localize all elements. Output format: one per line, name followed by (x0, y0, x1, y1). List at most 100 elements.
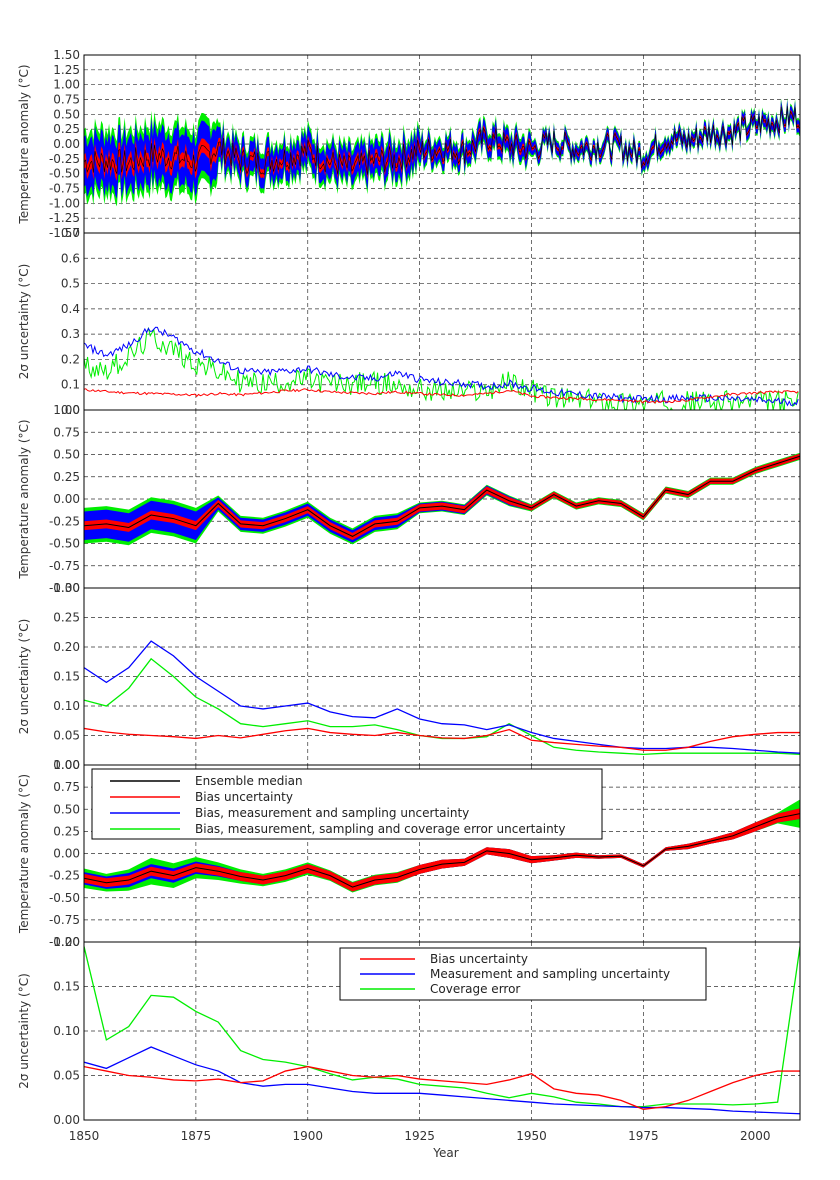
series-line-1 (84, 1046, 800, 1115)
y-tick-label: 0.50 (53, 802, 80, 816)
y-tick-label: 0.50 (53, 107, 80, 121)
x-tick-label: 1975 (628, 1129, 659, 1143)
y-tick-label: 0.15 (53, 670, 80, 684)
legend-label: Bias, measurement, sampling and coverage… (195, 822, 565, 836)
panel-annual-anomaly: 1.00 0.75 0.50 0.25 0.00 -0.25 -0.50 -0.75 -1.00… (17, 403, 801, 595)
y-tick-label: -0.25 (49, 514, 80, 528)
y-tick-label: 0.75 (53, 425, 80, 439)
y-axis-label: 2σ uncertainty (°C) (17, 973, 31, 1089)
y-tick-label: 1.25 (53, 63, 80, 77)
y-tick-label: 0.10 (53, 1024, 80, 1038)
measurement-line (84, 326, 799, 407)
y-tick-label: 0.25 (53, 824, 80, 838)
series-line-0 (84, 1065, 800, 1110)
bias-band (84, 453, 800, 540)
y-tick-label: 0.00 (53, 758, 80, 772)
y-tick-label: -0.50 (49, 891, 80, 905)
y-tick-label: 0.75 (53, 780, 80, 794)
y-tick-label: 0.20 (53, 935, 80, 949)
y-tick-label: -1.50 (49, 226, 80, 240)
y-axis-label: Temperature anomaly (°C) (17, 774, 31, 934)
y-tick-label: -0.75 (49, 913, 80, 927)
coverage-line (84, 326, 799, 410)
x-tick-label: 1925 (404, 1129, 435, 1143)
y-tick-label: 0.0 (61, 403, 80, 417)
panel-smoothed-anomaly: 1.00 0.75 0.50 0.25 0.00 -0.25 -0.50 -0.75 -1.00… (17, 758, 801, 949)
legend-label: Coverage error (430, 982, 520, 996)
panel-annual-uncertainty: 0.30 0.25 0.20 0.15 0.10 0.05 0.00 2σ uncertain… (17, 581, 801, 772)
y-tick-label: -0.50 (49, 537, 80, 551)
y-tick-label: 0.10 (53, 699, 80, 713)
y-tick-label: 0.50 (53, 448, 80, 462)
y-tick-label: 0.00 (53, 1113, 80, 1127)
y-tick-label: 1.00 (53, 78, 80, 92)
bias-line (84, 388, 799, 404)
panel-frame (83, 941, 801, 1121)
y-tick-label: 0.30 (53, 581, 80, 595)
coverage-band (84, 799, 800, 893)
legend-anomaly: Ensemble median Bias uncertainty Bias, mea… (91, 768, 603, 840)
y-tick-label: -0.25 (49, 869, 80, 883)
legend-label: Bias uncertainty (195, 790, 293, 804)
y-axis-label: 2σ uncertainty (°C) (17, 264, 31, 380)
series-line-2 (84, 946, 800, 1108)
panel-monthly-uncertainty: 0.7 0.6 0.5 0.4 0.3 0.2 0.1 0.0 2σ uncertainty (… (17, 226, 801, 417)
y-axis-label: Temperature anomaly (°C) (17, 64, 31, 224)
plot-area (84, 946, 800, 1115)
y-tick-label: 0.75 (53, 93, 80, 107)
y-tick-label: 0.05 (53, 729, 80, 743)
plot-area (84, 640, 800, 756)
y-tick-label: 0.15 (53, 980, 80, 994)
plot-area (84, 799, 800, 893)
y-tick-label: 0.25 (53, 611, 80, 625)
y-tick-label: 0.05 (53, 1069, 80, 1083)
y-tick-label: 0.00 (53, 492, 80, 506)
panel-monthly-anomaly: 1.501.251.000.750.500.250.00-0.25-0.50-0… (17, 48, 801, 240)
y-tick-label: 0.2 (61, 352, 80, 366)
median-line (84, 455, 800, 537)
y-axis-label: 2σ uncertainty (°C) (17, 619, 31, 735)
median-line (84, 106, 800, 175)
series-line-1 (84, 640, 800, 754)
y-tick-label: 0.6 (61, 251, 80, 265)
y-tick-label: -1.00 (49, 196, 80, 210)
y-tick-label: 1.00 (53, 403, 80, 417)
x-tick-label: 2000 (740, 1129, 771, 1143)
y-tick-label: -0.25 (49, 152, 80, 166)
legend-label: Bias uncertainty (430, 952, 528, 966)
y-tick-label: -0.50 (49, 167, 80, 181)
y-tick-label: 0.25 (53, 470, 80, 484)
y-tick-label: -1.00 (49, 935, 80, 949)
x-axis: 1850 1875 1900 1925 1950 1975 2000 (69, 1129, 771, 1143)
y-tick-label: 0.5 (61, 277, 80, 291)
y-tick-label: 0.00 (53, 847, 80, 861)
plot-area (84, 326, 799, 410)
x-axis-label: Year (432, 1146, 458, 1160)
y-tick-label: 0.00 (53, 137, 80, 151)
y-tick-label: -1.00 (49, 581, 80, 595)
y-axis-label: Temperature anomaly (°C) (17, 419, 31, 579)
legend-label: Ensemble median (195, 774, 303, 788)
legend-label: Measurement and sampling uncertainty (430, 967, 670, 981)
x-tick-label: 1875 (181, 1129, 212, 1143)
measurement-band (84, 453, 800, 543)
y-tick-label: -1.25 (49, 211, 80, 225)
y-tick-label: -0.75 (49, 182, 80, 196)
y-tick-label: -0.75 (49, 559, 80, 573)
measurement-band (84, 100, 800, 199)
x-tick-label: 1900 (292, 1129, 323, 1143)
legend-label: Bias, measurement and sampling uncertain… (195, 806, 469, 820)
y-tick-label: 0.25 (53, 122, 80, 136)
y-tick-label: 0.1 (61, 378, 80, 392)
y-tick-label: 0.20 (53, 640, 80, 654)
x-tick-label: 1950 (516, 1129, 547, 1143)
y-tick-label: 1.00 (53, 758, 80, 772)
y-tick-label: 0.3 (61, 327, 80, 341)
panel-frame (83, 232, 801, 411)
y-tick-label: 0.4 (61, 302, 80, 316)
y-tick-label: 0.7 (61, 226, 80, 240)
median-line (84, 813, 800, 888)
plot-area (84, 452, 800, 546)
